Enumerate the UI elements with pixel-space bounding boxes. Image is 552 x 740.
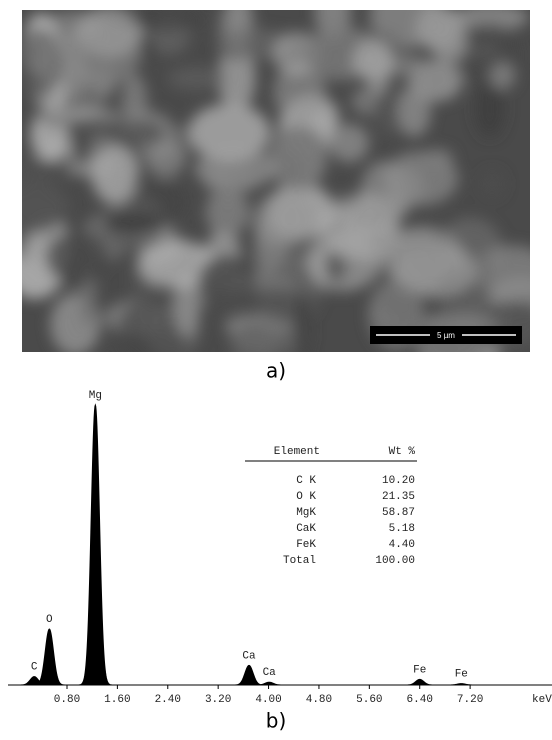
particle — [397, 86, 431, 137]
spectrum: 0.80 1.60 2.40 3.20 4.00 4.80 5.60 6.40 7.20 keV C… — [8, 390, 552, 706]
x-tick-label: 0.80 — [54, 694, 80, 706]
particle — [324, 250, 347, 283]
particle — [59, 37, 89, 101]
x-tick-label: 3.20 — [205, 694, 231, 706]
particle — [205, 189, 250, 236]
peak-label: O — [46, 614, 53, 626]
table-header: Wt % — [389, 446, 416, 458]
particle — [255, 265, 320, 326]
particle — [487, 300, 530, 326]
scale-bar-box — [370, 326, 522, 344]
particle — [188, 103, 271, 162]
particle — [422, 148, 454, 169]
sem-image: 5 µm — [22, 10, 530, 352]
table-cell: C K — [296, 475, 316, 487]
particle — [489, 62, 515, 90]
table-cell: 5.18 — [389, 523, 415, 535]
particle — [352, 39, 395, 81]
peak — [403, 678, 437, 686]
x-tick-label: 2.40 — [155, 694, 181, 706]
particle — [273, 62, 326, 122]
particle — [365, 229, 441, 256]
particle — [198, 253, 258, 308]
scale-bar-label: 5 µm — [437, 331, 455, 340]
particle — [329, 123, 370, 163]
table-cell: 21.35 — [382, 491, 415, 503]
table-cell: O K — [296, 491, 316, 503]
particle — [451, 10, 530, 31]
peak-label: Ca — [242, 650, 256, 662]
particle — [76, 10, 142, 59]
particle — [22, 27, 64, 98]
particle — [415, 10, 462, 52]
peak — [232, 664, 266, 686]
particle — [91, 144, 138, 205]
peak — [252, 681, 286, 686]
x-axis-label: keV — [532, 694, 552, 706]
particle — [251, 192, 315, 248]
table-cell: 4.40 — [389, 539, 415, 551]
particle — [130, 10, 205, 31]
peak-label: Fe — [455, 669, 468, 681]
particle — [228, 319, 311, 352]
particle — [121, 73, 148, 133]
particle — [268, 124, 328, 191]
particle — [167, 66, 227, 90]
particle — [41, 107, 121, 124]
peak — [78, 403, 112, 686]
table-cell: CaK — [296, 523, 316, 535]
particle — [104, 118, 165, 149]
particle — [217, 28, 291, 60]
particle — [173, 273, 201, 338]
particle — [22, 181, 70, 234]
particle — [28, 162, 70, 184]
table-cell: FeK — [296, 539, 316, 551]
peak — [32, 628, 66, 686]
table-cell: 10.20 — [382, 475, 415, 487]
table-cell: Total — [283, 555, 316, 567]
x-tick-label: 6.40 — [407, 694, 433, 706]
particle — [92, 64, 117, 99]
particle — [71, 132, 91, 164]
particle — [480, 170, 505, 198]
caption: a) — [266, 359, 286, 383]
particle — [394, 242, 477, 298]
caption: b) — [266, 709, 287, 733]
x-tick-label: 7.20 — [457, 694, 483, 706]
particles — [22, 10, 530, 352]
table-header: Element — [274, 446, 320, 458]
particle — [147, 140, 185, 179]
peak-label: Ca — [263, 667, 277, 679]
table-cell: 58.87 — [382, 507, 415, 519]
table-cell: MgK — [296, 507, 316, 519]
peak-label: Fe — [413, 664, 426, 676]
particle — [373, 83, 406, 136]
x-tick-label: 4.00 — [255, 694, 281, 706]
particle — [45, 230, 109, 285]
peak — [444, 683, 478, 686]
particle — [103, 214, 164, 232]
x-tick-label: 1.60 — [104, 694, 130, 706]
particle — [218, 42, 256, 114]
table-cell: 100.00 — [375, 555, 415, 567]
x-tick-label: 5.60 — [356, 694, 382, 706]
peak-label: Mg — [89, 390, 102, 402]
peak-label: C — [31, 662, 38, 674]
particle — [293, 292, 311, 352]
particle — [138, 240, 219, 289]
particle — [474, 80, 505, 138]
x-tick-label: 4.80 — [306, 694, 332, 706]
particle — [41, 143, 79, 160]
